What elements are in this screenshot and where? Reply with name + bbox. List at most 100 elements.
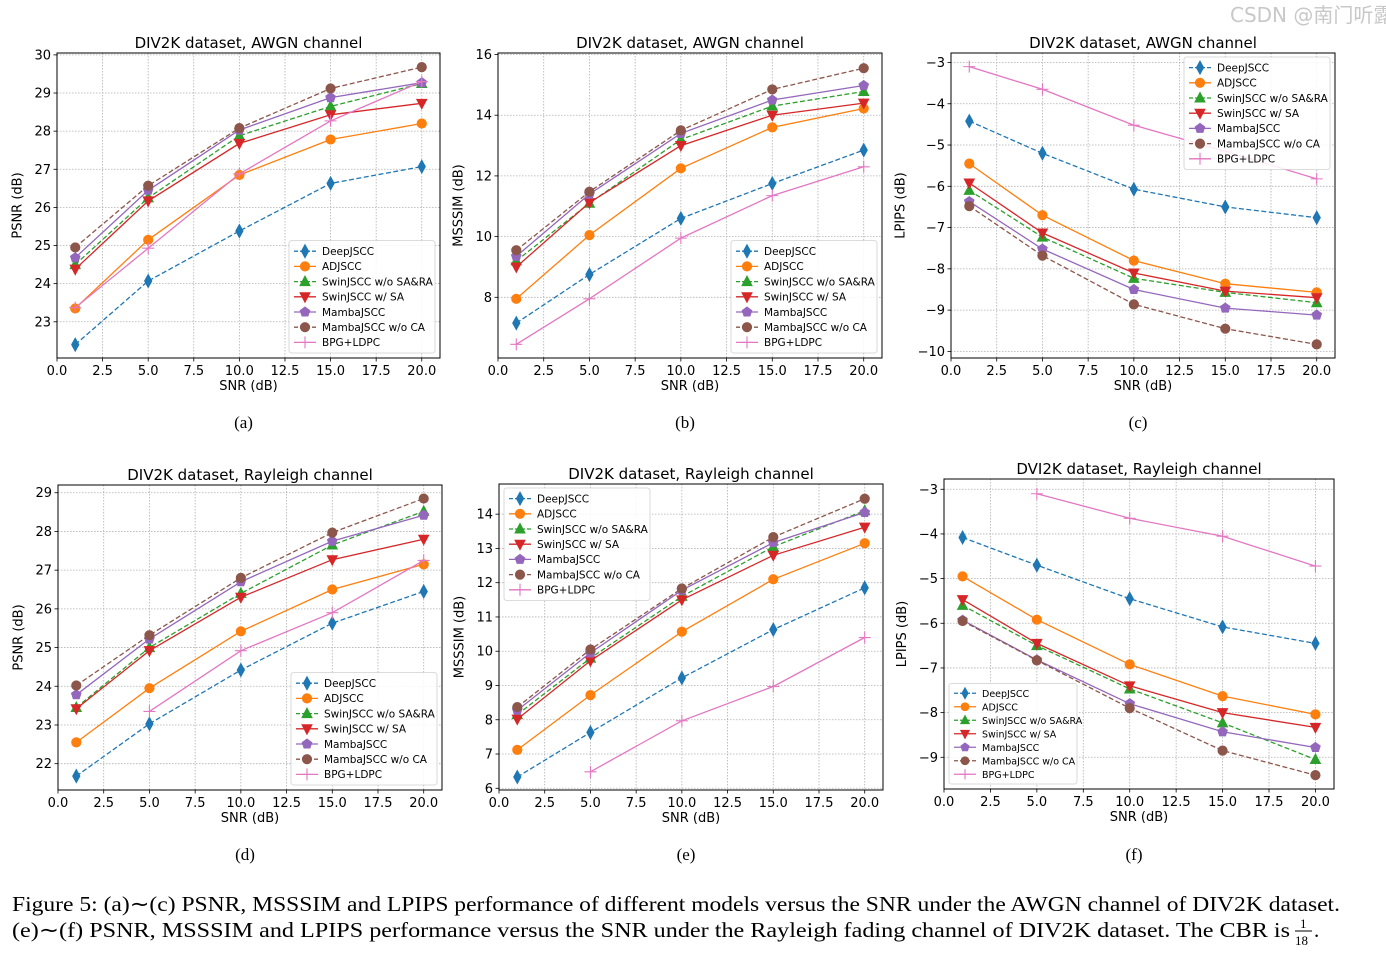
subplot-b: 0.0 2.5 5.0 7.5 10.0 12.5 15.0 17.5 20.0 8 10 12 14 1…: [451, 34, 883, 432]
series-line: [1036, 493, 1316, 567]
data-point: [71, 337, 80, 353]
data-point: [859, 142, 868, 158]
subplot-e: 0.0 2.5 5.0 7.5 10.0 12.5 15.0 17.5 20.0 6 7 8 9 10 11…: [452, 465, 884, 864]
data-point: [1128, 255, 1139, 266]
legend-marker-icon: [961, 686, 969, 700]
legend-label: BPG+LDPC: [537, 585, 595, 597]
legend-label: BPG+LDPC: [322, 337, 380, 349]
subplot-f: 0.0 2.5 5.0 7.5 10.0 12.5 15.0 17.5 20.0 −9 −8 −7 −6…: [895, 460, 1335, 864]
x-tick-label: 12.5: [270, 364, 299, 379]
y-tick-label: −6: [919, 617, 938, 632]
x-tick-label: 5.0: [580, 796, 601, 811]
series-mambajscc-w-o-ca: [71, 493, 429, 691]
y-tick-label: −7: [919, 661, 938, 676]
x-axis-label: SNR (dB): [219, 379, 277, 394]
x-tick-label: 2.5: [533, 364, 554, 379]
legend-marker-icon: [741, 336, 753, 349]
series-bpg-ldpc: [1030, 487, 1322, 573]
data-point: [233, 167, 246, 180]
data-point: [675, 125, 686, 136]
data-point: [143, 180, 154, 191]
y-tick-label: 9: [485, 679, 493, 694]
legend-marker-icon: [299, 306, 311, 317]
x-axis-label: SNR (dB): [661, 379, 719, 394]
series-deepjscc: [512, 142, 868, 331]
data-point: [585, 644, 596, 655]
data-point: [1217, 690, 1228, 702]
data-point: [327, 584, 338, 595]
data-point: [767, 84, 778, 95]
x-axis-label: SNR (dB): [662, 811, 720, 826]
data-point: [676, 583, 687, 594]
data-point: [417, 534, 430, 546]
data-point: [584, 229, 595, 241]
legend-item: SwinJSCC w/o SA&RA: [296, 707, 436, 720]
data-point: [511, 293, 522, 304]
legend-label: MambaJSCC w/o CA: [982, 757, 1076, 768]
y-tick-label: 26: [34, 201, 51, 216]
data-point: [419, 583, 428, 599]
data-point: [674, 232, 687, 245]
legend-item: BPG+LDPC: [294, 336, 380, 349]
series-swinjscc-w-o-sa-ra: [69, 76, 428, 270]
legend-marker-icon: [1194, 138, 1206, 149]
data-point: [584, 765, 597, 778]
legend-item: SwinJSCC w/ SA: [1189, 108, 1300, 120]
legend-label: MambaJSCC: [1217, 123, 1280, 135]
chart-title: DIV2K dataset, Rayleigh channel: [127, 466, 373, 484]
data-point: [325, 91, 336, 103]
data-point: [325, 83, 336, 94]
y-tick-label: 23: [35, 718, 52, 733]
data-point: [963, 178, 976, 190]
data-point: [1124, 703, 1135, 714]
legend-item: MambaJSCC: [509, 553, 600, 566]
y-tick-label: −3: [926, 56, 945, 71]
data-point: [142, 242, 155, 255]
data-point: [234, 644, 247, 657]
x-tick-label: 7.5: [1078, 364, 1099, 379]
y-tick-label: −5: [926, 139, 945, 154]
data-point: [1030, 487, 1043, 500]
series-deepjscc: [513, 580, 869, 785]
y-tick-label: 8: [484, 291, 492, 306]
y-tick-label: 13: [476, 542, 493, 557]
data-point: [675, 714, 688, 727]
series-line: [515, 84, 864, 257]
series-adjscc: [512, 538, 870, 756]
legend-label: SwinJSCC w/ SA: [324, 724, 407, 736]
x-tick-label: 12.5: [712, 364, 741, 379]
series-deepjscc: [72, 583, 428, 784]
legend-marker-icon: [514, 539, 526, 551]
data-point: [418, 493, 429, 504]
legend-marker-icon: [301, 754, 313, 765]
data-point: [675, 163, 686, 174]
legend-item: SwinJSCC w/o SA&RA: [736, 275, 876, 288]
data-point: [1218, 619, 1227, 635]
series-bpg-ldpc: [584, 631, 871, 778]
y-tick-label: 12: [476, 576, 493, 591]
legend-marker-icon: [741, 322, 753, 333]
legend-label: SwinJSCC w/ SA: [982, 730, 1057, 741]
data-point: [1123, 681, 1136, 693]
data-point: [235, 572, 246, 583]
legend-label: SwinJSCC w/o SA&RA: [322, 276, 434, 288]
data-point: [71, 680, 82, 691]
legend-item: SwinJSCC w/o SA&RA: [294, 275, 434, 288]
series-deepjscc: [965, 113, 1321, 226]
series-line: [968, 189, 1317, 304]
y-tick-label: −9: [926, 304, 945, 319]
data-point: [236, 662, 246, 678]
data-point: [675, 141, 687, 153]
data-point: [328, 615, 337, 631]
x-axis-label: SNR (dB): [221, 811, 279, 826]
x-tick-label: 5.0: [138, 364, 159, 379]
legend-marker-icon: [1194, 77, 1206, 88]
data-point: [416, 118, 427, 129]
data-point: [860, 580, 869, 596]
cbr-numerator: 1: [1300, 916, 1307, 931]
series-line: [74, 82, 422, 259]
data-point: [70, 242, 81, 253]
y-tick-label: −3: [919, 483, 938, 498]
legend-marker-icon: [514, 508, 526, 519]
data-point: [327, 527, 338, 538]
